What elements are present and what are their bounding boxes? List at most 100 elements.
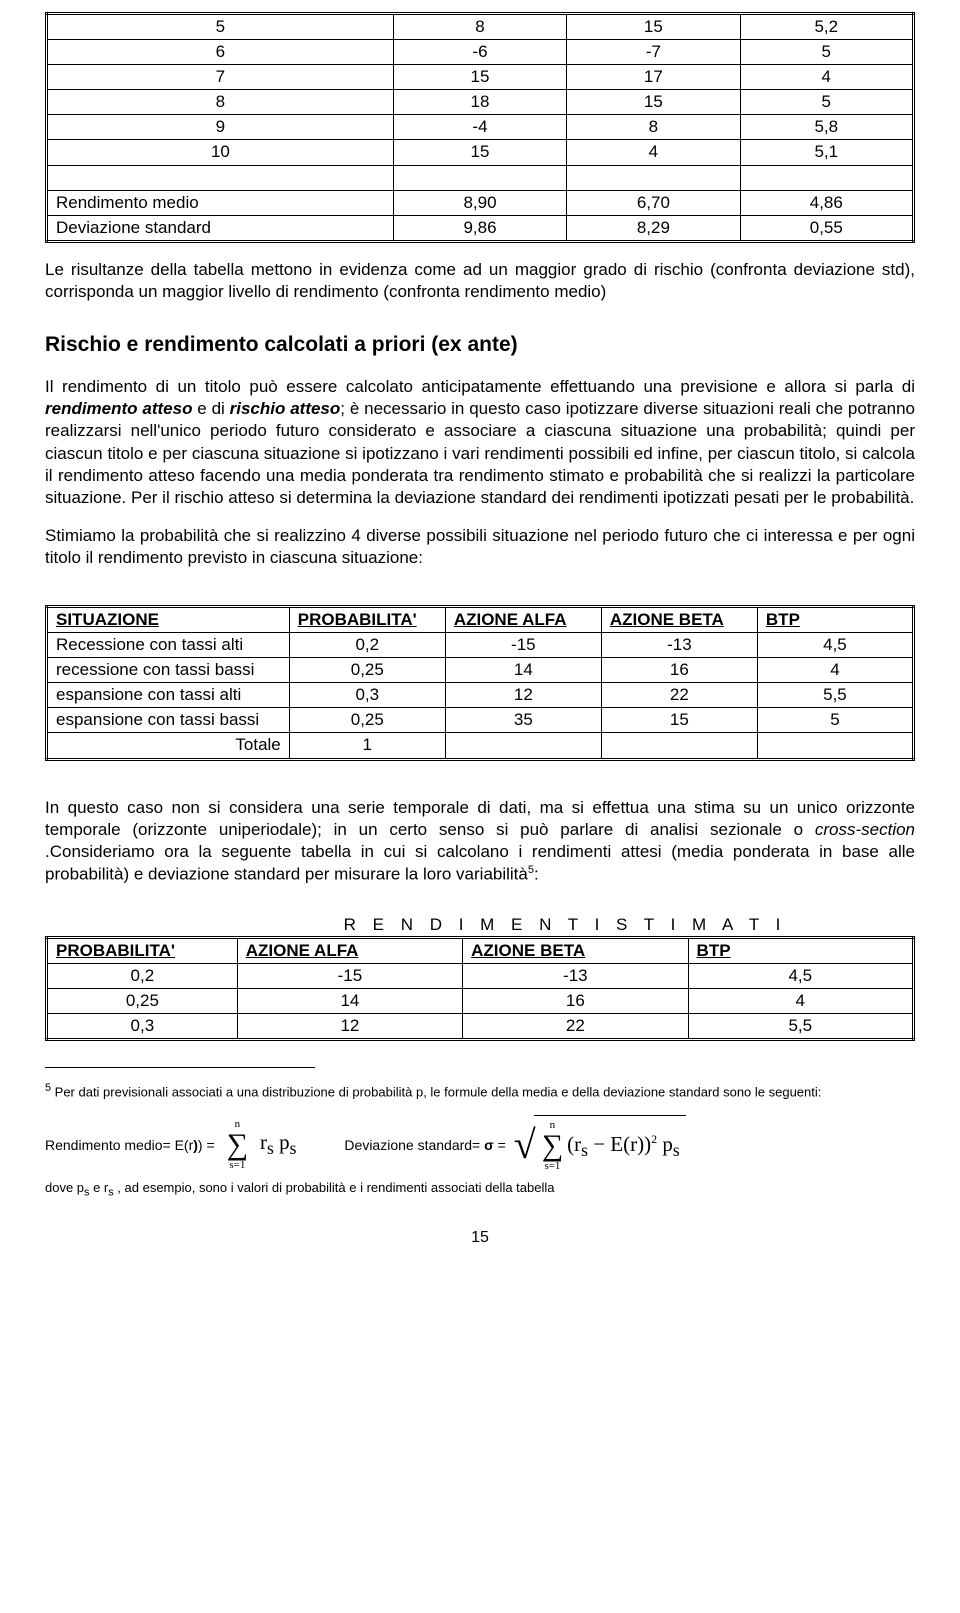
cell: espansione con tassi bassi	[47, 708, 290, 733]
cell: 4	[757, 658, 913, 683]
paragraph-2: Il rendimento di un titolo può essere ca…	[45, 376, 915, 509]
square-root-icon: √ n ∑ s=1 (rs − E(r))2 ps	[514, 1115, 686, 1174]
cell: -15	[445, 633, 601, 658]
cell: 5	[740, 90, 913, 115]
table-row: recessione con tassi bassi 0,25 14 16 4	[47, 658, 914, 683]
col-header: SITUAZIONE	[47, 606, 290, 632]
cell: 18	[393, 90, 566, 115]
cell: 0,3	[289, 683, 445, 708]
cell: 5	[757, 708, 913, 733]
table-row: espansione con tassi alti 0,3 12 22 5,5	[47, 683, 914, 708]
cell: -7	[567, 40, 740, 65]
cell: 9,86	[393, 215, 566, 241]
cell: 4	[688, 988, 913, 1013]
table-summary-row: Rendimento medio 8,90 6,70 4,86	[47, 190, 914, 215]
cell: 0,3	[47, 1013, 238, 1039]
table-row: 0,3 12 22 5,5	[47, 1013, 914, 1039]
sigma-sum-icon: n ∑ s=1	[227, 1119, 248, 1171]
col-header: PROBABILITA'	[47, 937, 238, 963]
cell: 15	[601, 708, 757, 733]
cell: 12	[445, 683, 601, 708]
cell: 16	[601, 658, 757, 683]
cell: -13	[463, 963, 688, 988]
table-rendimenti-stimati: PROBABILITA' AZIONE ALFA AZIONE BETA BTP…	[45, 936, 915, 1041]
cell: 10	[47, 140, 394, 165]
col-header: BTP	[688, 937, 913, 963]
page-number: 15	[45, 1228, 915, 1249]
paragraph-3: Stimiamo la probabilità che si realizzin…	[45, 525, 915, 569]
italic-term: cross-section	[815, 820, 915, 839]
text: In questo caso non si considera una seri…	[45, 798, 915, 839]
cell: 8	[567, 115, 740, 140]
sigma-sum-icon: n ∑ s=1	[542, 1120, 563, 1172]
cell: espansione con tassi alti	[47, 683, 290, 708]
paragraph-4: In questo caso non si considera una seri…	[45, 797, 915, 886]
table-situazioni: SITUAZIONE PROBABILITA' AZIONE ALFA AZIO…	[45, 605, 915, 761]
rendimento-medio-label: Rendimento medio= E(r)) =	[45, 1136, 215, 1154]
col-header: AZIONE BETA	[463, 937, 688, 963]
table-row: 8 18 15 5	[47, 90, 914, 115]
cell: -6	[393, 40, 566, 65]
bold-italic-term: rischio atteso	[230, 399, 341, 418]
deviazione-standard-label: Deviazione standard= σ =	[344, 1136, 505, 1154]
formula-term: rs ps	[260, 1129, 296, 1160]
formula-term: (rs − E(r))2 ps	[567, 1131, 680, 1162]
cell: 0,2	[47, 963, 238, 988]
total-label: Totale	[47, 733, 290, 759]
cell: 15	[393, 140, 566, 165]
cell: 1	[289, 733, 445, 759]
summary-label: Deviazione standard	[47, 215, 394, 241]
table-row: espansione con tassi bassi 0,25 35 15 5	[47, 708, 914, 733]
col-header: PROBABILITA'	[289, 606, 445, 632]
col-header: AZIONE ALFA	[445, 606, 601, 632]
cell: 4,5	[757, 633, 913, 658]
cell: 6,70	[567, 190, 740, 215]
cell: 4,86	[740, 190, 913, 215]
cell: 17	[567, 65, 740, 90]
cell: Recessione con tassi alti	[47, 633, 290, 658]
cell: 14	[237, 988, 462, 1013]
table-row: 6 -6 -7 5	[47, 40, 914, 65]
table-row: 10 15 4 5,1	[47, 140, 914, 165]
cell: -15	[237, 963, 462, 988]
table-rendimenti-storici: 5 8 15 5,2 6 -6 -7 5 7 15 17 4 8 18 15	[45, 12, 915, 243]
cell: 8	[47, 90, 394, 115]
cell: 22	[601, 683, 757, 708]
cell: 9	[47, 115, 394, 140]
cell: 15	[567, 90, 740, 115]
cell: 7	[47, 65, 394, 90]
footnote-text: 5 Per dati previsionali associati a una …	[45, 1081, 915, 1101]
table-row: 9 -4 8 5,8	[47, 115, 914, 140]
cell: 4	[567, 140, 740, 165]
cell: 0,25	[289, 708, 445, 733]
cell: 4	[740, 65, 913, 90]
cell: 5,2	[740, 14, 913, 40]
text: e di	[192, 399, 229, 418]
cell: 5,5	[688, 1013, 913, 1039]
table-row: 7 15 17 4	[47, 65, 914, 90]
paragraph-1: Le risultanze della tabella mettono in e…	[45, 259, 915, 303]
text: Il rendimento di un titolo può essere ca…	[45, 377, 915, 396]
table-header-row: SITUAZIONE PROBABILITA' AZIONE ALFA AZIO…	[47, 606, 914, 632]
cell: 12	[237, 1013, 462, 1039]
cell: 35	[445, 708, 601, 733]
cell: -13	[601, 633, 757, 658]
footnote-lastline: dove ps e rs , ad esempio, sono i valori…	[45, 1180, 915, 1200]
text: Per dati previsionali associati a una di…	[51, 1084, 821, 1099]
cell: 5	[740, 40, 913, 65]
table-row: 0,2 -15 -13 4,5	[47, 963, 914, 988]
cell: 8,29	[567, 215, 740, 241]
cell: 0,25	[289, 658, 445, 683]
cell: 15	[567, 14, 740, 40]
cell: 5,5	[757, 683, 913, 708]
col-header: AZIONE BETA	[601, 606, 757, 632]
col-header: BTP	[757, 606, 913, 632]
col-header: AZIONE ALFA	[237, 937, 462, 963]
cell: 6	[47, 40, 394, 65]
summary-label: Rendimento medio	[47, 190, 394, 215]
cell: 0,2	[289, 633, 445, 658]
table3-caption: R E N D I M E N T I S T I M A T I	[45, 914, 915, 936]
table-total-row: Totale 1	[47, 733, 914, 759]
cell: 14	[445, 658, 601, 683]
cell: 4,5	[688, 963, 913, 988]
